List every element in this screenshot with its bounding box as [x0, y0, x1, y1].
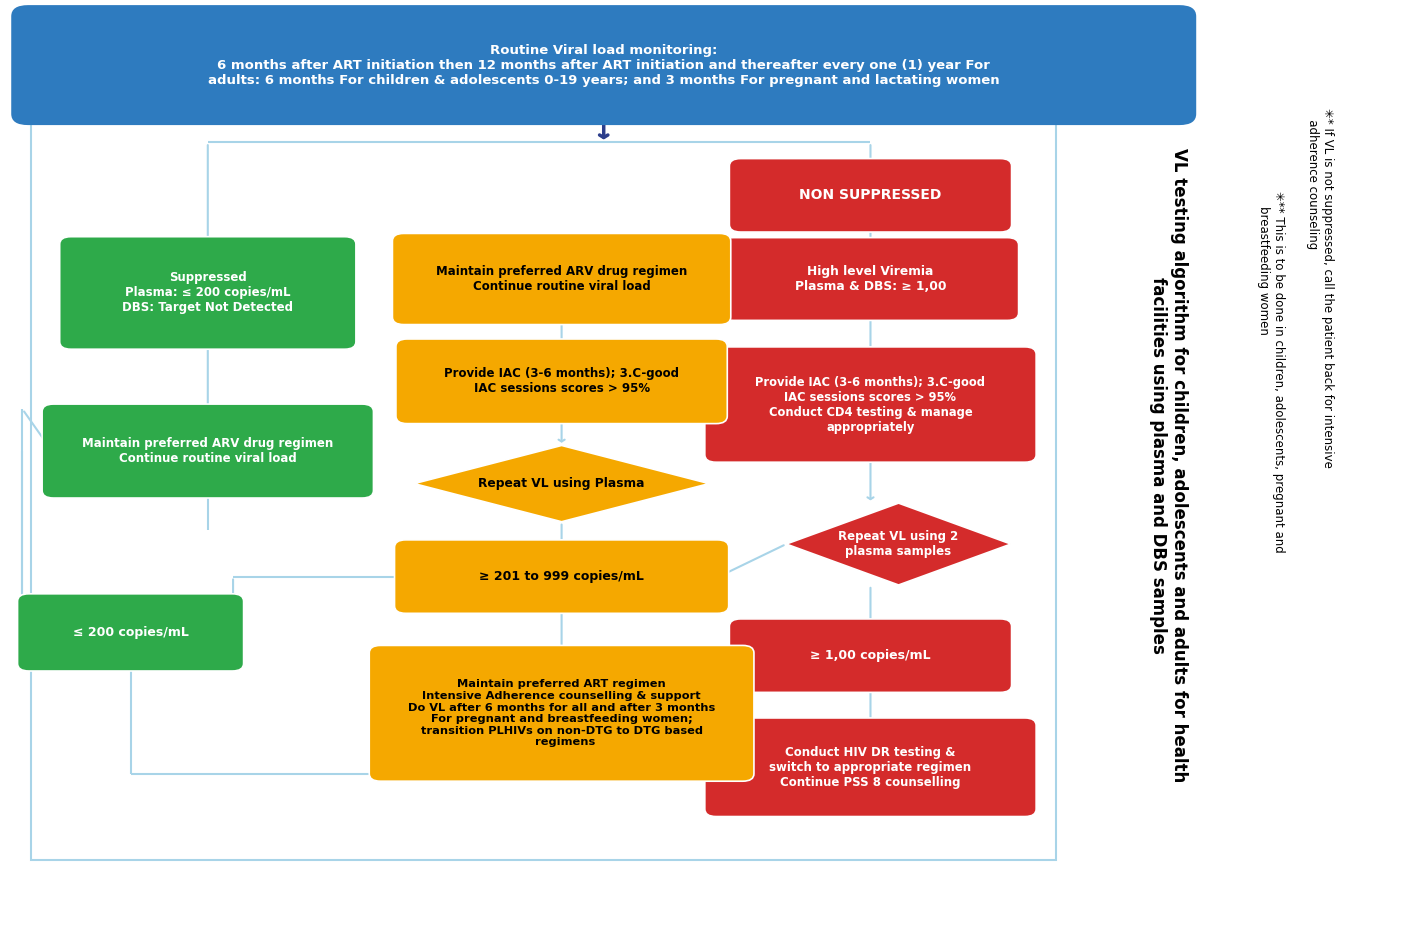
- Text: Suppressed
Plasma: ≤ 200 copies/mL
DBS: Target Not Detected: Suppressed Plasma: ≤ 200 copies/mL DBS: …: [122, 272, 293, 314]
- FancyBboxPatch shape: [393, 233, 730, 325]
- Text: VL testing algorithm for children, adolescents and adults for health
facilities : VL testing algorithm for children, adole…: [1148, 148, 1188, 782]
- Polygon shape: [414, 445, 709, 522]
- FancyBboxPatch shape: [42, 404, 373, 498]
- Text: Routine Viral load monitoring:
6 months after ART initiation then 12 months afte: Routine Viral load monitoring: 6 months …: [208, 44, 1000, 86]
- FancyBboxPatch shape: [730, 619, 1011, 692]
- Polygon shape: [786, 503, 1011, 585]
- Text: ≥ 1,00 copies/mL: ≥ 1,00 copies/mL: [810, 649, 931, 662]
- Text: Conduct HIV DR testing &
switch to appropriate regimen
Continue PSS 8 counsellin: Conduct HIV DR testing & switch to appro…: [769, 746, 972, 789]
- Text: Provide IAC (3-6 months); 3.C-good
IAC sessions scores > 95%
Conduct CD4 testing: Provide IAC (3-6 months); 3.C-good IAC s…: [755, 376, 986, 433]
- FancyBboxPatch shape: [705, 718, 1036, 817]
- Text: ✳** This is to be done in children, adolescents, pregnant and
    breastfeeding : ✳** This is to be done in children, adol…: [1257, 192, 1285, 552]
- FancyBboxPatch shape: [369, 645, 754, 781]
- Text: Maintain preferred ARV drug regimen
Continue routine viral load: Maintain preferred ARV drug regimen Cont…: [437, 265, 687, 293]
- FancyBboxPatch shape: [722, 238, 1019, 321]
- FancyBboxPatch shape: [730, 159, 1011, 232]
- FancyBboxPatch shape: [18, 594, 244, 671]
- Text: Maintain preferred ART regimen
Intensive Adherence counselling & support
Do VL a: Maintain preferred ART regimen Intensive…: [409, 679, 715, 748]
- Text: Maintain preferred ARV drug regimen
Continue routine viral load: Maintain preferred ARV drug regimen Cont…: [83, 437, 333, 465]
- Text: ≤ 200 copies/mL: ≤ 200 copies/mL: [73, 626, 188, 639]
- Text: Repeat VL using Plasma: Repeat VL using Plasma: [479, 477, 644, 490]
- Text: ≥ 201 to 999 copies/mL: ≥ 201 to 999 copies/mL: [479, 570, 644, 583]
- Text: High level Viremia
Plasma & DBS: ≥ 1,00: High level Viremia Plasma & DBS: ≥ 1,00: [795, 265, 946, 293]
- Text: NON SUPPRESSED: NON SUPPRESSED: [799, 188, 942, 203]
- FancyBboxPatch shape: [395, 539, 729, 614]
- FancyBboxPatch shape: [59, 236, 357, 350]
- FancyBboxPatch shape: [705, 347, 1036, 462]
- FancyBboxPatch shape: [11, 6, 1196, 125]
- Text: ✳* If VL is not suppressed, call the patient back for intensive
   adherence cou: ✳* If VL is not suppressed, call the pat…: [1306, 109, 1334, 468]
- Text: Provide IAC (3-6 months); 3.C-good
IAC sessions scores > 95%: Provide IAC (3-6 months); 3.C-good IAC s…: [444, 367, 680, 395]
- Text: Repeat VL using 2
plasma samples: Repeat VL using 2 plasma samples: [838, 530, 959, 558]
- FancyBboxPatch shape: [396, 339, 727, 424]
